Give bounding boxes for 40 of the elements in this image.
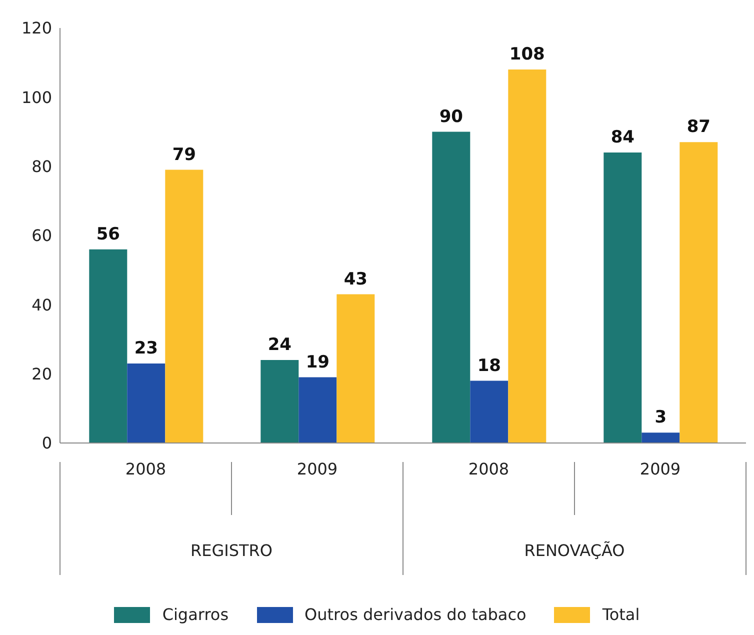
data-label: 19 bbox=[306, 352, 330, 372]
y-tick-label: 40 bbox=[32, 295, 52, 314]
bar bbox=[432, 132, 470, 443]
y-tick-label: 20 bbox=[32, 364, 52, 384]
bar bbox=[336, 294, 375, 443]
bar bbox=[470, 380, 508, 443]
legend-label: Cigarros bbox=[162, 605, 229, 624]
data-label: 18 bbox=[477, 356, 501, 376]
bar bbox=[604, 152, 642, 443]
x-tick-label: 2009 bbox=[296, 459, 338, 478]
data-label: 79 bbox=[172, 144, 196, 165]
data-label: 3 bbox=[654, 408, 667, 428]
bar bbox=[89, 249, 128, 443]
text: RENOVAÇÃO bbox=[524, 541, 625, 560]
x-tick-label: 2008 bbox=[468, 459, 510, 478]
bar bbox=[127, 363, 166, 443]
y-tick-label: 60 bbox=[32, 226, 52, 246]
data-label: 43 bbox=[344, 269, 368, 290]
x-tick-label: 2008 bbox=[125, 459, 166, 478]
data-label: 84 bbox=[610, 128, 635, 148]
y-tick-label: 100 bbox=[21, 88, 52, 107]
y-tick-label: 0 bbox=[42, 434, 52, 453]
bar bbox=[260, 360, 299, 443]
data-label: 87 bbox=[686, 117, 710, 138]
data-label: 56 bbox=[96, 224, 120, 244]
legend-label: Outros derivados do tabaco bbox=[304, 605, 526, 624]
bar bbox=[642, 432, 680, 443]
x-tick-label: 2009 bbox=[640, 459, 681, 478]
bar bbox=[298, 377, 337, 443]
data-label: 108 bbox=[509, 44, 545, 64]
bar bbox=[508, 70, 546, 443]
data-label: 23 bbox=[134, 338, 158, 358]
legend-label: Total bbox=[602, 605, 640, 624]
bar bbox=[680, 142, 718, 443]
y-tick-label: 80 bbox=[32, 157, 52, 176]
text: REGISTRO bbox=[190, 541, 272, 560]
data-label: 90 bbox=[439, 106, 464, 127]
y-tick-label: 120 bbox=[21, 18, 52, 38]
data-label: 24 bbox=[268, 335, 292, 355]
bar bbox=[165, 170, 204, 443]
